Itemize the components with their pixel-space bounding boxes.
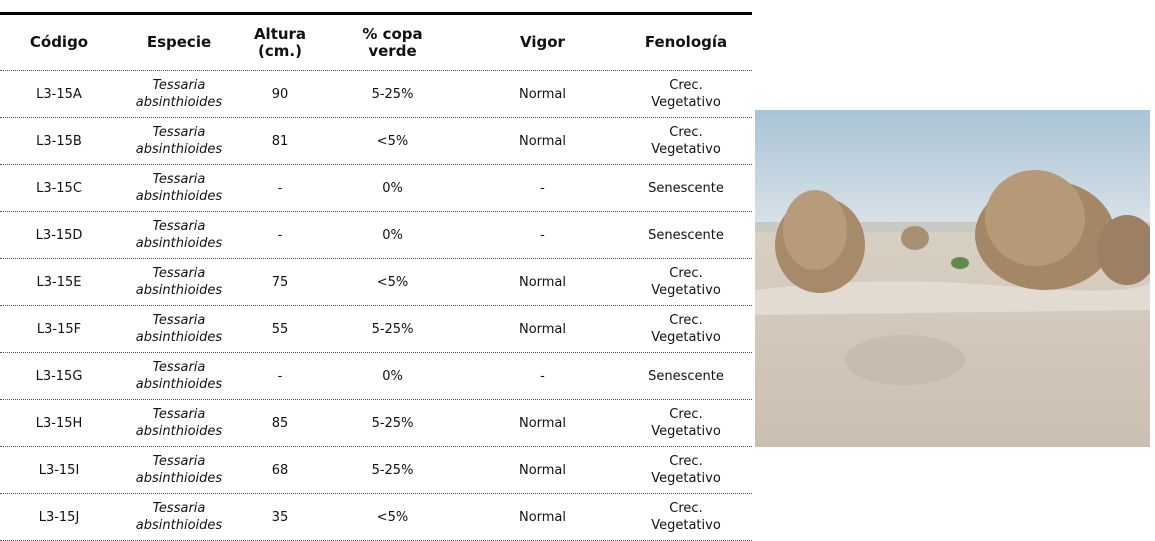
header-cell: % copa verde: [362, 24, 423, 60]
table-cell: -: [540, 368, 545, 384]
table-cell: Crec. Vegetativo: [651, 501, 721, 533]
table-row: L3-15G Tessaria absinthioides - 0% - Senescen…: [0, 353, 752, 400]
table-row: L3-15B Tessaria absinthioides 81 <5% Normal C…: [0, 118, 752, 165]
table-cell: Normal: [518, 133, 567, 149]
table-cell: 35: [271, 509, 289, 525]
table-cell: Crec. Vegetativo: [651, 407, 721, 439]
table-cell: 0%: [382, 180, 403, 196]
table-cell: Tessaria absinthioides: [135, 266, 223, 298]
table-cell: <5%: [376, 133, 409, 149]
table-cell: 90: [271, 86, 289, 102]
table-cell: L3-15H: [35, 415, 83, 431]
table-cell: -: [277, 227, 283, 243]
table-cell: Normal: [518, 462, 567, 478]
table-cell: Tessaria absinthioides: [135, 78, 223, 110]
table-cell: 5-25%: [371, 321, 414, 337]
photo: [755, 110, 1150, 447]
table-cell: 0%: [382, 227, 403, 243]
table-cell: -: [277, 180, 283, 196]
table-cell: Tessaria absinthioides: [135, 125, 223, 157]
table-cell: L3-15J: [38, 509, 80, 525]
table-row: L3-15D Tessaria absinthioides - 0% - Senescen…: [0, 212, 752, 259]
table-cell: 75: [271, 274, 289, 290]
table-cell: L3-15C: [36, 180, 82, 196]
table-cell: Tessaria absinthioides: [135, 501, 223, 533]
table-cell: Tessaria absinthioides: [135, 313, 223, 345]
table-cell: -: [277, 368, 283, 384]
table-row: L3-15I Tessaria absinthioides 68 5-25% Norma…: [0, 447, 752, 494]
table-cell: L3-15E: [36, 274, 82, 290]
header-cell: Código: [29, 33, 89, 51]
table-cell: Tessaria absinthioides: [135, 172, 223, 204]
table-cell: -: [540, 180, 545, 196]
table-cell: Senescente: [648, 227, 724, 243]
table-cell: 85: [271, 415, 289, 431]
table-cell: Tessaria absinthioides: [135, 454, 223, 486]
table-row: L3-15C Tessaria absinthioides - 0% - Senescen…: [0, 165, 752, 212]
table-row: L3-15H Tessaria absinthioides 85 5-25% Norma…: [0, 400, 752, 447]
table-cell: Senescente: [648, 368, 724, 384]
table-cell: 0%: [382, 368, 403, 384]
table-cell: <5%: [376, 509, 409, 525]
table: Código Especie Altura (cm.) % copa verde Vig…: [0, 12, 752, 541]
table-row: L3-15F Tessaria absinthioides 55 5-25% Norma…: [0, 306, 752, 353]
header-cell: Vigor: [520, 33, 565, 51]
table-cell: Crec. Vegetativo: [651, 454, 721, 486]
table-cell: L3-15D: [35, 227, 83, 243]
table-cell: Tessaria absinthioides: [135, 407, 223, 439]
table-cell: -: [540, 227, 545, 243]
table-cell: Crec. Vegetativo: [651, 125, 721, 157]
table-cell: Tessaria absinthioides: [135, 360, 223, 392]
table-row: L3-15E Tessaria absinthioides 75 <5% Normal C…: [0, 259, 752, 306]
table-cell: L3-15G: [35, 368, 83, 384]
table-cell: 5-25%: [371, 415, 414, 431]
table-cell: L3-15A: [36, 86, 82, 102]
header-row: Código Especie Altura (cm.) % copa verde Vig…: [0, 15, 752, 71]
header-cell: Fenología: [644, 33, 728, 51]
table-cell: Normal: [518, 509, 567, 525]
table-cell: 81: [271, 133, 289, 149]
table-cell: Normal: [518, 274, 567, 290]
table-cell: Crec. Vegetativo: [651, 78, 721, 110]
table-cell: <5%: [376, 274, 409, 290]
table-row: L3-15A Tessaria absinthioides 90 5-25% Norma…: [0, 71, 752, 118]
table-cell: 55: [271, 321, 289, 337]
header-cell: Altura (cm.): [253, 24, 307, 60]
table-cell: Tessaria absinthioides: [135, 219, 223, 251]
table-cell: Crec. Vegetativo: [651, 313, 721, 345]
table-cell: Normal: [518, 86, 567, 102]
table-cell: L3-15I: [38, 462, 80, 478]
table-cell: 5-25%: [371, 462, 414, 478]
table-cell: 68: [271, 462, 289, 478]
table-cell: 5-25%: [371, 86, 414, 102]
header-cell: Especie: [146, 33, 212, 51]
table-cell: Senescente: [648, 180, 724, 196]
table-cell: Crec. Vegetativo: [651, 266, 721, 298]
table-cell: L3-15F: [36, 321, 82, 337]
table-cell: Normal: [518, 321, 567, 337]
table-cell: Normal: [518, 415, 567, 431]
table-row: L3-15J Tessaria absinthioides 35 <5% Normal C…: [0, 494, 752, 541]
table-cell: L3-15B: [36, 133, 82, 149]
